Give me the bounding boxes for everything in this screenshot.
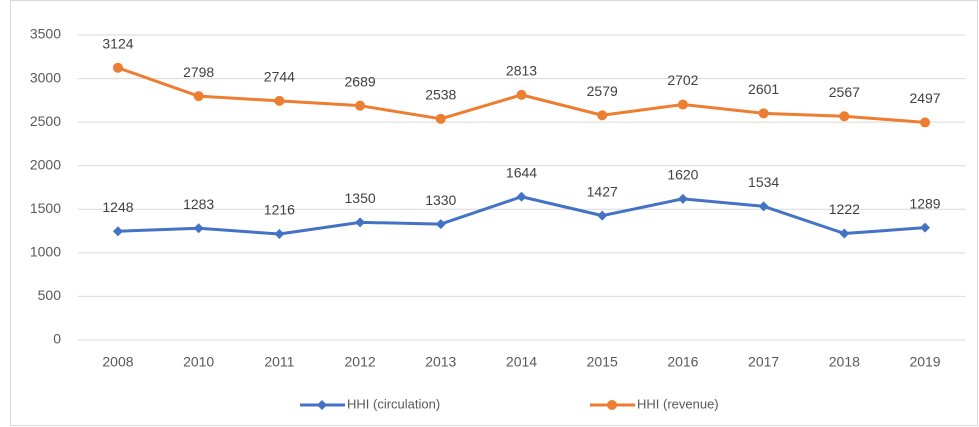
x-tick-label: 2017 [748, 354, 779, 370]
data-label: 1222 [829, 201, 860, 217]
y-tick-label: 500 [38, 287, 62, 303]
data-label: 1427 [587, 183, 618, 199]
data-label: 1330 [425, 192, 456, 208]
x-tick-label: 2011 [264, 354, 294, 370]
x-tick-label: 2019 [909, 354, 940, 370]
chart-frame [10, 0, 978, 426]
data-label: 1534 [748, 174, 779, 190]
data-label: 1216 [264, 202, 295, 218]
data-label: 2702 [667, 72, 698, 88]
x-tick-label: 2010 [183, 354, 214, 370]
data-label: 1644 [506, 164, 537, 180]
data-label: 2744 [264, 69, 295, 85]
marker [355, 217, 366, 228]
x-tick-label: 2013 [425, 354, 456, 370]
y-tick-label: 0 [53, 331, 61, 347]
marker [274, 229, 285, 240]
y-tick-label: 1500 [30, 200, 61, 216]
marker [112, 226, 123, 237]
marker [597, 210, 608, 221]
data-label: 2579 [587, 83, 618, 99]
data-label: 1350 [345, 190, 376, 206]
data-label: 2567 [829, 84, 860, 100]
marker [677, 193, 688, 204]
data-label: 2601 [748, 81, 779, 97]
data-label: 1289 [909, 195, 940, 211]
marker [193, 91, 204, 102]
marker [193, 223, 204, 234]
x-tick-label: 2012 [345, 354, 376, 370]
x-tick-label: 2015 [587, 354, 618, 370]
x-tick-label: 2014 [506, 354, 537, 370]
x-tick-label: 2008 [102, 354, 133, 370]
legend-marker [317, 400, 327, 410]
marker [920, 222, 931, 233]
marker [516, 191, 527, 202]
marker [597, 110, 608, 121]
data-label: 2538 [425, 87, 456, 103]
data-label: 1248 [102, 199, 133, 215]
legend-marker [607, 400, 617, 410]
marker [516, 89, 527, 100]
y-tick-label: 1000 [30, 244, 61, 260]
marker [112, 62, 123, 73]
marker [435, 113, 446, 124]
x-tick-label: 2016 [667, 354, 698, 370]
marker [435, 219, 446, 230]
data-label: 2813 [506, 63, 537, 79]
marker [758, 201, 769, 212]
marker [677, 99, 688, 110]
legend-label: HHI (revenue) [637, 396, 719, 411]
data-label: 1620 [667, 167, 698, 183]
marker [839, 111, 850, 122]
marker [355, 100, 366, 111]
marker [839, 228, 850, 239]
data-label: 2689 [345, 73, 376, 89]
y-tick-label: 3000 [30, 69, 61, 85]
x-tick-label: 2018 [829, 354, 860, 370]
data-label: 2497 [909, 90, 940, 106]
data-label: 1283 [183, 196, 214, 212]
legend-label: HHI (circulation) [347, 396, 440, 411]
data-label: 2798 [183, 64, 214, 80]
marker [274, 95, 285, 106]
y-tick-label: 3500 [30, 26, 61, 42]
marker [920, 117, 931, 128]
y-tick-label: 2500 [30, 113, 61, 129]
data-label: 3124 [102, 35, 133, 51]
y-tick-label: 2000 [30, 156, 61, 172]
marker [758, 108, 769, 119]
